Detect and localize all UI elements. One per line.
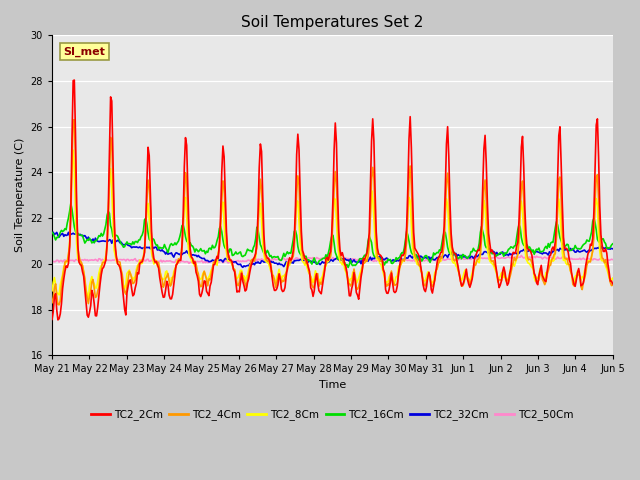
TC2_2Cm: [559, 234, 567, 240]
TC2_16Cm: [286, 250, 294, 255]
Line: TC2_8Cm: TC2_8Cm: [52, 150, 612, 299]
Title: Soil Temperatures Set 2: Soil Temperatures Set 2: [241, 15, 424, 30]
TC2_16Cm: [48, 229, 56, 235]
TC2_16Cm: [224, 247, 232, 252]
TC2_50Cm: [518, 252, 525, 258]
TC2_4Cm: [225, 253, 232, 259]
TC2_50Cm: [224, 260, 232, 265]
TC2_2Cm: [225, 254, 232, 260]
TC2_50Cm: [286, 257, 294, 263]
TC2_16Cm: [364, 239, 372, 244]
TC2_2Cm: [609, 281, 616, 287]
TC2_50Cm: [48, 259, 56, 265]
TC2_16Cm: [344, 264, 352, 270]
TC2_2Cm: [364, 243, 372, 249]
TC2_8Cm: [287, 257, 294, 263]
TC2_8Cm: [391, 278, 399, 284]
TC2_32Cm: [48, 231, 56, 237]
TC2_8Cm: [463, 271, 470, 276]
TC2_2Cm: [287, 257, 294, 263]
TC2_32Cm: [287, 260, 294, 266]
TC2_2Cm: [54, 317, 62, 323]
TC2_4Cm: [391, 283, 399, 288]
Line: TC2_32Cm: TC2_32Cm: [52, 232, 612, 267]
TC2_16Cm: [609, 241, 616, 247]
TC2_4Cm: [364, 254, 372, 260]
TC2_32Cm: [49, 229, 57, 235]
TC2_50Cm: [185, 261, 193, 266]
Line: TC2_2Cm: TC2_2Cm: [52, 80, 612, 320]
TC2_32Cm: [224, 256, 232, 262]
Line: TC2_4Cm: TC2_4Cm: [52, 120, 612, 305]
X-axis label: Time: Time: [319, 380, 346, 390]
TC2_8Cm: [559, 257, 567, 263]
TC2_32Cm: [364, 258, 372, 264]
Legend: TC2_2Cm, TC2_4Cm, TC2_8Cm, TC2_16Cm, TC2_32Cm, TC2_50Cm: TC2_2Cm, TC2_4Cm, TC2_8Cm, TC2_16Cm, TC2…: [87, 405, 578, 424]
TC2_50Cm: [559, 254, 567, 260]
TC2_4Cm: [55, 302, 63, 308]
TC2_2Cm: [463, 266, 470, 272]
TC2_50Cm: [461, 256, 469, 262]
TC2_4Cm: [48, 300, 56, 306]
TC2_16Cm: [391, 258, 399, 264]
TC2_8Cm: [364, 252, 372, 258]
TC2_2Cm: [70, 77, 78, 83]
TC2_8Cm: [225, 258, 232, 264]
TC2_4Cm: [287, 259, 294, 265]
TC2_8Cm: [609, 276, 616, 281]
TC2_4Cm: [559, 247, 567, 252]
TC2_2Cm: [391, 290, 399, 296]
TC2_50Cm: [609, 257, 616, 263]
TC2_2Cm: [48, 316, 56, 322]
TC2_16Cm: [463, 254, 470, 260]
Line: TC2_16Cm: TC2_16Cm: [52, 204, 612, 267]
TC2_50Cm: [390, 258, 397, 264]
TC2_8Cm: [84, 296, 92, 301]
TC2_4Cm: [609, 282, 616, 288]
TC2_8Cm: [48, 288, 56, 294]
TC2_32Cm: [463, 255, 470, 261]
TC2_8Cm: [69, 147, 77, 153]
TC2_32Cm: [239, 264, 246, 270]
Text: SI_met: SI_met: [63, 47, 105, 57]
TC2_16Cm: [67, 201, 75, 206]
TC2_50Cm: [363, 257, 371, 263]
TC2_32Cm: [609, 246, 616, 252]
Line: TC2_50Cm: TC2_50Cm: [52, 255, 612, 264]
Y-axis label: Soil Temperature (C): Soil Temperature (C): [15, 138, 25, 252]
TC2_4Cm: [70, 117, 78, 123]
TC2_32Cm: [391, 258, 399, 264]
TC2_4Cm: [463, 269, 470, 275]
TC2_32Cm: [559, 246, 567, 252]
TC2_16Cm: [559, 241, 567, 247]
